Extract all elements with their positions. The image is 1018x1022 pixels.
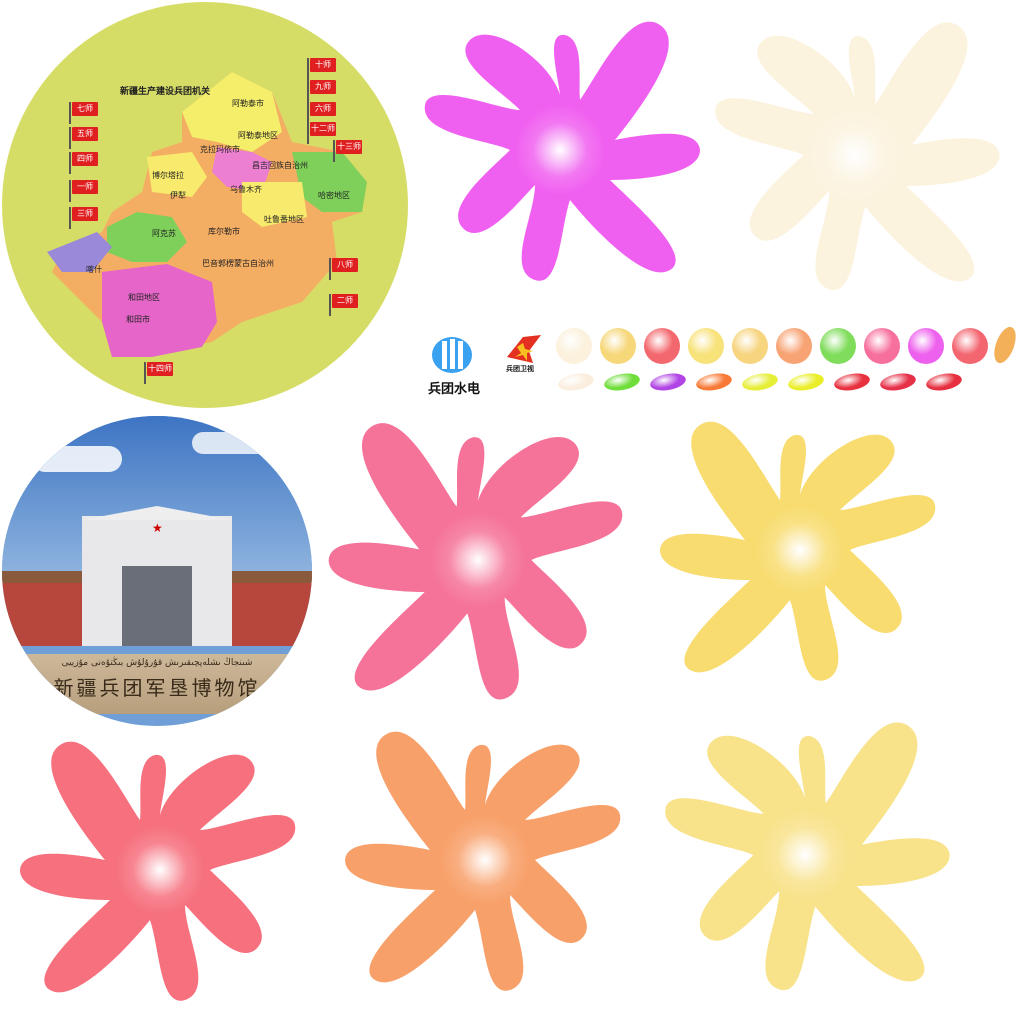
color-pill (878, 370, 918, 394)
division-flag: 九师 (307, 80, 336, 102)
color-pill (556, 370, 596, 394)
color-swatch (600, 328, 636, 364)
tv-logo-icon (503, 333, 545, 365)
color-swatch (644, 328, 680, 364)
tv-logo-label: 兵团卫视 (506, 364, 534, 373)
color-swatch (556, 328, 592, 364)
division-flag: 十三师 (333, 140, 362, 162)
color-pill (694, 370, 734, 394)
region-label: 乌鲁木齐 (230, 185, 262, 194)
region-label: 喀什 (86, 265, 102, 274)
hydro-logo-label: 兵团水电 (428, 382, 481, 397)
sign-uyghur: شىنجاڭ ىشلەپچىقىرىش قۇرۇلۇش بىڭتۇەنى مۇز… (61, 658, 253, 668)
color-pill (786, 370, 826, 394)
splat-pink (318, 400, 638, 720)
division-flag: 七师 (69, 102, 98, 124)
splat-cream (700, 0, 1010, 310)
division-flag: 十四师 (144, 362, 173, 384)
color-swatch (688, 328, 724, 364)
cloud (192, 432, 282, 454)
region-label: 克拉玛依市 (200, 145, 240, 154)
division-flag: 十师 (307, 58, 336, 80)
splat-coral (0, 720, 320, 1020)
cloud (32, 446, 122, 472)
division-flag: 十二师 (307, 122, 336, 144)
color-swatch (864, 328, 900, 364)
star-icon: ★ (152, 521, 163, 535)
sign-chinese: 新疆兵团军垦博物馆 (53, 676, 261, 700)
division-flag: 六师 (307, 102, 336, 124)
region-label: 阿克苏 (152, 229, 176, 238)
splat-lightyellow (650, 700, 960, 1010)
color-swatch (776, 328, 812, 364)
color-swatch (952, 328, 988, 364)
region-label: 巴音郭楞蒙古自治州 (202, 259, 274, 268)
region-label: 阿勒泰市 (232, 99, 264, 108)
region-label: 和田地区 (128, 293, 160, 302)
hydro-logo-icon (430, 335, 474, 375)
color-swatch (732, 328, 768, 364)
swatch-partial (990, 324, 1018, 366)
division-flag: 二师 (329, 294, 358, 316)
division-flag: 四师 (69, 152, 98, 174)
region-label: 吐鲁番地区 (264, 215, 304, 224)
xinjiang-map-image: 新疆生产建设兵团机关 十师 九师 六师 十二师 十三师 八师 七师 五师 四师 … (2, 2, 408, 408)
region-label: 阿勒泰地区 (238, 131, 278, 140)
museum-sign: شىنجاڭ ىشلەپچىقىرىش قۇرۇلۇش بىڭتۇەنى مۇز… (22, 654, 292, 714)
color-pill (648, 370, 688, 394)
color-pill (602, 370, 642, 394)
division-flag: 三师 (69, 207, 98, 229)
division-flag: 五师 (69, 127, 98, 149)
splat-magenta (410, 0, 710, 300)
color-swatch (820, 328, 856, 364)
region-label: 哈密地区 (318, 191, 350, 200)
division-flag: 一师 (69, 180, 98, 202)
region-label: 伊犁 (170, 191, 186, 200)
statue (122, 566, 192, 646)
color-swatch (908, 328, 944, 364)
museum-photo: ★ شىنجاڭ ىشلەپچىقىرىش قۇرۇلۇش بىڭتۇەنى م… (2, 416, 312, 726)
color-pill (924, 370, 964, 394)
division-flag: 八师 (329, 258, 358, 280)
map-title: 新疆生产建设兵团机关 (120, 87, 211, 97)
region-label: 库尔勒市 (208, 227, 240, 236)
color-pill (832, 370, 872, 394)
color-pill (740, 370, 780, 394)
splat-orange (325, 710, 645, 1010)
region-label: 和田市 (126, 315, 150, 324)
splat-yellow (640, 400, 960, 700)
region-label: 博尔塔拉 (152, 171, 184, 180)
region-label: 昌吉回族自治州 (252, 161, 308, 170)
